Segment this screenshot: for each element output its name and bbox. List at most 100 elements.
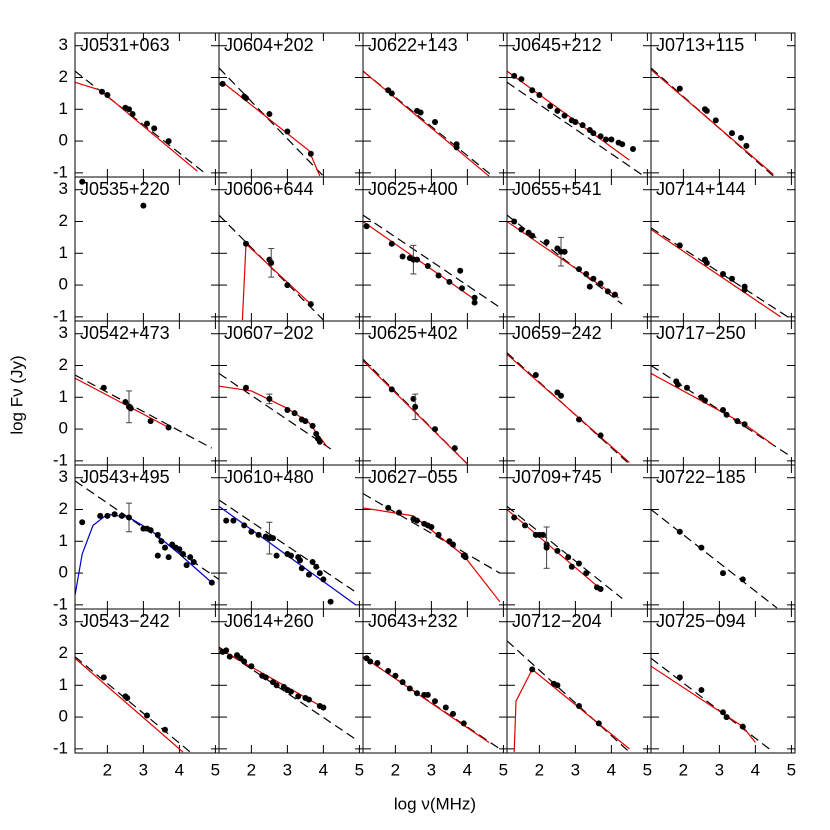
data-point bbox=[619, 141, 626, 148]
data-point bbox=[583, 270, 590, 277]
data-point bbox=[720, 407, 726, 414]
data-point bbox=[385, 667, 392, 674]
data-point bbox=[414, 256, 420, 263]
data-point bbox=[414, 517, 420, 524]
data-point bbox=[630, 146, 636, 153]
y-tick-label: 2 bbox=[59, 211, 68, 230]
panel-title: J0725−094 bbox=[656, 611, 746, 631]
data-point bbox=[165, 138, 172, 145]
y-tick-label: 2 bbox=[59, 499, 68, 518]
x-tick-label: 4 bbox=[319, 760, 328, 779]
fit-line bbox=[75, 377, 169, 429]
data-point bbox=[111, 511, 118, 518]
panel: 2 3 4 5 J0643+232 bbox=[362, 608, 508, 779]
data-point bbox=[100, 674, 107, 681]
panel: J0622+143 bbox=[362, 32, 508, 178]
panel-title: J0712−204 bbox=[512, 611, 602, 631]
data-point bbox=[576, 416, 582, 423]
data-point bbox=[703, 259, 710, 266]
plot-area bbox=[651, 657, 774, 753]
data-point bbox=[590, 275, 597, 282]
data-point bbox=[734, 418, 741, 425]
plot-area bbox=[363, 655, 501, 750]
data-point bbox=[122, 399, 129, 406]
plot-area bbox=[507, 640, 630, 753]
data-point bbox=[118, 512, 125, 519]
plot-area bbox=[75, 480, 219, 596]
data-point bbox=[720, 270, 726, 277]
data-point bbox=[739, 576, 746, 583]
plot-area bbox=[219, 646, 357, 740]
data-point bbox=[597, 432, 604, 439]
panel-title: J0543+495 bbox=[80, 467, 170, 487]
panel-title: J0531+063 bbox=[80, 35, 170, 55]
data-point bbox=[126, 106, 132, 113]
data-point bbox=[529, 666, 536, 673]
panel: J0627−055 bbox=[362, 464, 508, 610]
plot-area bbox=[219, 214, 324, 321]
plot-area bbox=[75, 70, 205, 174]
data-point bbox=[743, 142, 750, 149]
data-point bbox=[554, 107, 561, 114]
fit-line bbox=[513, 668, 630, 753]
data-point bbox=[320, 576, 327, 583]
panel: J0722−185 bbox=[650, 464, 796, 610]
data-point bbox=[306, 571, 312, 578]
data-point bbox=[576, 266, 582, 273]
data-point bbox=[291, 410, 298, 417]
y-tick-label: 3 bbox=[59, 35, 68, 54]
data-point bbox=[399, 253, 406, 260]
fit-line bbox=[651, 657, 774, 753]
y-tick-label: 1 bbox=[59, 99, 68, 118]
data-point bbox=[284, 407, 291, 414]
data-point bbox=[597, 585, 604, 592]
plot-area bbox=[75, 374, 213, 449]
data-point bbox=[183, 562, 190, 569]
fit-line bbox=[507, 509, 601, 590]
data-point bbox=[729, 275, 735, 282]
fit-line bbox=[75, 81, 198, 172]
data-point bbox=[712, 117, 719, 124]
plot-area bbox=[507, 352, 630, 465]
plot-area bbox=[363, 70, 493, 177]
panel: J0717−250 bbox=[650, 320, 796, 466]
panel-title: J0606+644 bbox=[224, 179, 314, 199]
data-point bbox=[288, 688, 294, 695]
data-point bbox=[273, 682, 280, 689]
panel-title: J0714+144 bbox=[656, 179, 746, 199]
plot-area bbox=[75, 656, 191, 753]
y-tick-label: -1 bbox=[53, 594, 68, 613]
data-point bbox=[399, 679, 406, 686]
panel: 2 3 4 5 J0614+260 bbox=[218, 608, 364, 779]
data-point bbox=[518, 226, 525, 233]
y-tick-label: -1 bbox=[53, 162, 68, 181]
data-point bbox=[435, 272, 442, 279]
data-point bbox=[446, 278, 453, 285]
y-tick-label: 1 bbox=[59, 243, 68, 262]
data-point bbox=[124, 695, 131, 702]
data-point bbox=[307, 301, 314, 308]
panel-title: J0535+220 bbox=[80, 179, 170, 199]
data-point bbox=[676, 85, 683, 92]
data-point bbox=[568, 563, 575, 570]
data-point bbox=[698, 687, 705, 694]
data-point bbox=[676, 528, 683, 535]
data-point bbox=[104, 512, 111, 519]
data-point bbox=[698, 544, 705, 551]
data-point bbox=[297, 557, 303, 564]
y-axis-label: log Fν (Jy) bbox=[7, 355, 26, 434]
data-point bbox=[558, 392, 564, 399]
y-tick-label: 2 bbox=[59, 67, 68, 86]
data-point bbox=[720, 709, 726, 716]
plot-area bbox=[219, 67, 324, 177]
data-point bbox=[97, 512, 104, 519]
data-point bbox=[586, 283, 593, 290]
data-point bbox=[451, 445, 458, 452]
data-point bbox=[248, 528, 255, 535]
data-point bbox=[604, 288, 611, 295]
data-point bbox=[223, 517, 230, 524]
data-point bbox=[723, 411, 730, 418]
y-tick-label: 3 bbox=[59, 467, 68, 486]
data-point bbox=[295, 693, 302, 700]
x-tick-label: 2 bbox=[679, 760, 688, 779]
